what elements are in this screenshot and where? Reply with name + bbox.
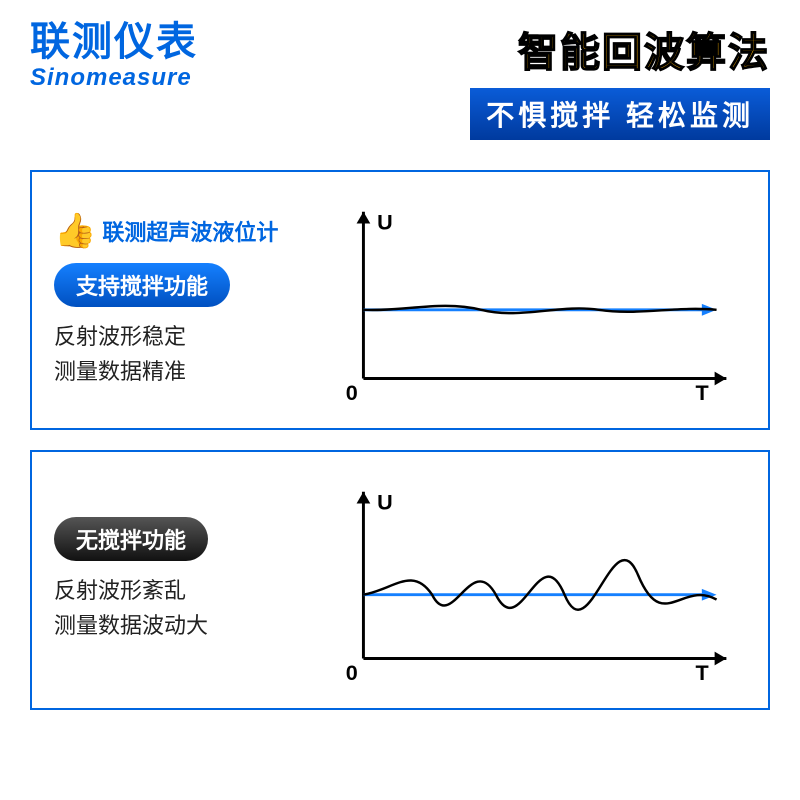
x-axis-label: T xyxy=(696,660,709,685)
x-axis-label: T xyxy=(696,380,709,405)
y-axis-label: U xyxy=(377,209,393,234)
description: 反射波形稳定测量数据精准 xyxy=(54,319,314,389)
feature-pill: 支持搅拌功能 xyxy=(54,263,230,307)
panel-left: 👍联测超声波液位计支持搅拌功能反射波形稳定测量数据精准 xyxy=(54,211,314,389)
desc-line: 反射波形稳定 xyxy=(54,319,314,354)
title-main: 智能回波算法 xyxy=(518,20,770,78)
brand: 联测仪表 Sinomeasure xyxy=(30,20,198,92)
brand-en: Sinomeasure xyxy=(30,64,198,92)
header: 联测仪表 Sinomeasure 智能回波算法 不惧搅拌 轻松监测 xyxy=(0,0,800,150)
origin-label: 0 xyxy=(346,660,358,685)
y-axis-label: U xyxy=(377,489,393,514)
origin-label: 0 xyxy=(346,380,358,405)
title-sub: 不惧搅拌 轻松监测 xyxy=(470,88,770,140)
desc-line: 测量数据精准 xyxy=(54,354,314,389)
panel-1: 无搅拌功能反射波形紊乱测量数据波动大 U T 0 xyxy=(30,450,770,710)
product-row: 👍联测超声波液位计 xyxy=(54,211,314,251)
desc-line: 反射波形紊乱 xyxy=(54,573,314,608)
brand-cn: 联测仪表 xyxy=(30,20,198,64)
wave-chart: U T 0 xyxy=(334,190,746,410)
thumbs-up-icon: 👍 xyxy=(54,211,96,251)
title-block: 智能回波算法 不惧搅拌 轻松监测 xyxy=(470,20,770,140)
desc-line: 测量数据波动大 xyxy=(54,608,314,643)
panel-left: 无搅拌功能反射波形紊乱测量数据波动大 xyxy=(54,517,314,643)
panel-0: 👍联测超声波液位计支持搅拌功能反射波形稳定测量数据精准 U T 0 xyxy=(30,170,770,430)
product-name: 联测超声波液位计 xyxy=(102,215,278,247)
wave-chart: U T 0 xyxy=(334,470,746,690)
feature-pill: 无搅拌功能 xyxy=(54,517,208,561)
description: 反射波形紊乱测量数据波动大 xyxy=(54,573,314,643)
